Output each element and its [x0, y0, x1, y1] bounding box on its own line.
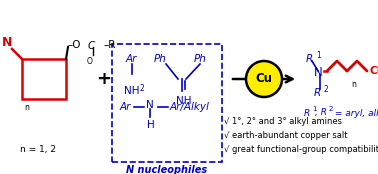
- Text: N: N: [2, 37, 12, 49]
- Bar: [112, 44, 222, 162]
- Text: NH: NH: [176, 96, 192, 106]
- Text: 2: 2: [140, 84, 145, 93]
- Text: R: R: [306, 54, 313, 64]
- Text: √ great functional-group compatibility: √ great functional-group compatibility: [224, 145, 378, 155]
- Text: +: +: [96, 70, 112, 88]
- Text: Ar: Ar: [126, 54, 137, 64]
- Text: Ar: Ar: [120, 102, 132, 112]
- Text: 1: 1: [312, 106, 316, 112]
- Text: R: R: [304, 109, 310, 117]
- Text: = aryl, alkyl, H: = aryl, alkyl, H: [332, 109, 378, 117]
- Text: n = 1, 2: n = 1, 2: [20, 145, 56, 154]
- Text: 2: 2: [324, 85, 329, 93]
- Text: n: n: [24, 103, 29, 112]
- Text: Cu: Cu: [256, 73, 273, 85]
- Text: √ 1°, 2° and 3° alkyl amines: √ 1°, 2° and 3° alkyl amines: [224, 117, 342, 126]
- Text: Ar/Alkyl: Ar/Alkyl: [170, 102, 210, 112]
- Text: N nucleophiles: N nucleophiles: [126, 165, 208, 174]
- Text: 2: 2: [329, 106, 333, 112]
- Text: √ earth-abundant copper salt: √ earth-abundant copper salt: [224, 132, 347, 140]
- Text: H: H: [147, 120, 155, 130]
- Text: 1: 1: [316, 50, 321, 60]
- Text: –O: –O: [68, 40, 82, 50]
- Text: –R: –R: [104, 40, 116, 50]
- Text: N: N: [314, 66, 323, 80]
- Text: Ph: Ph: [153, 54, 166, 64]
- Text: , R: , R: [315, 109, 327, 117]
- Text: NH: NH: [124, 86, 139, 96]
- Text: Ph: Ph: [194, 54, 206, 64]
- Text: R: R: [314, 88, 321, 98]
- Text: CN: CN: [369, 66, 378, 76]
- Text: O: O: [87, 57, 93, 66]
- Text: n: n: [352, 80, 356, 89]
- Text: $\!\!C\!\!$: $\!\!C\!\!$: [88, 39, 97, 51]
- Text: N: N: [146, 100, 154, 110]
- Circle shape: [246, 61, 282, 97]
